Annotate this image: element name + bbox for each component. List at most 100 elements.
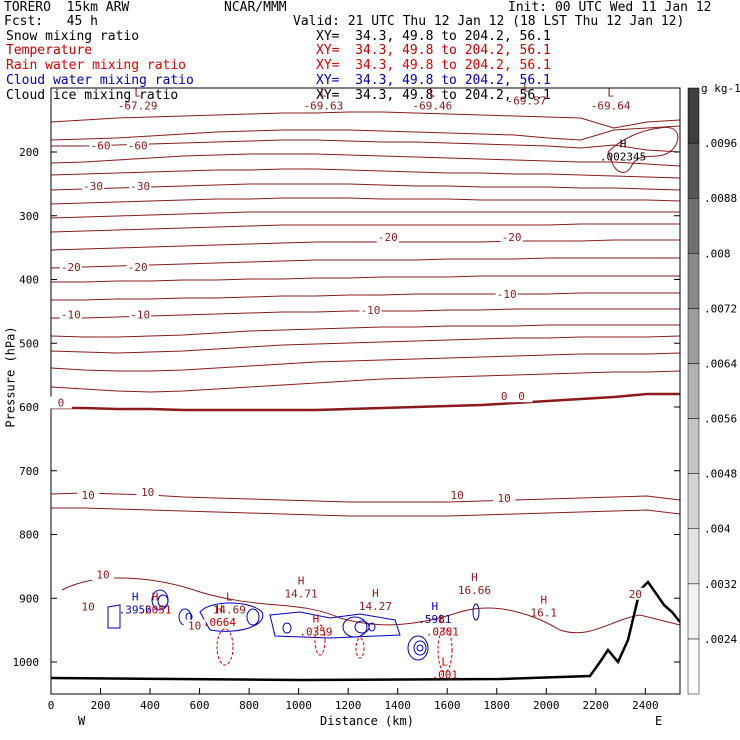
isotherm-label-bg — [129, 179, 152, 192]
isotherm-label-bg — [510, 390, 533, 403]
cloud-water-contour — [282, 622, 292, 634]
extremum-value: -69.64 — [591, 100, 631, 113]
isotherm-label-bg — [359, 304, 382, 317]
extremum-value: .0664 — [203, 616, 236, 629]
colorbar-segment — [687, 583, 700, 640]
isotherm-line — [50, 183, 681, 191]
isotherm-label-bg — [136, 485, 159, 498]
y-tick-label: 300 — [19, 210, 39, 223]
extremum-value: -69.63 — [304, 100, 344, 113]
legend-temperature-name: Temperature — [6, 43, 93, 58]
isotherm-label-bg — [493, 390, 516, 403]
x-tick-label: 0 — [48, 699, 55, 712]
extremum-value: .3956 — [119, 603, 152, 616]
extremum-marker: H — [132, 590, 139, 603]
isotherm-line — [50, 211, 680, 219]
isotherm-label: -20 — [128, 261, 148, 274]
isotherm-label: -10 — [61, 309, 81, 322]
cloud-water-contour — [157, 594, 169, 608]
isotherm-label-bg — [126, 139, 149, 152]
isotherm-label: 10 — [141, 486, 154, 499]
isotherm-label: 10 — [82, 489, 95, 502]
isotherm-label: 10 — [498, 492, 511, 505]
extremum-value: -69.46 — [412, 100, 452, 113]
extremum-value: -69.57 — [507, 95, 547, 108]
extremum-marker: H — [471, 571, 478, 584]
isotherm-label: 20 — [629, 588, 642, 601]
x-tick-label: 1200 — [335, 699, 362, 712]
cloud-water-contour — [246, 608, 260, 626]
extremum-value: .5981 — [418, 613, 451, 626]
isotherm-label: -20 — [502, 231, 522, 244]
terrain — [50, 580, 681, 682]
colorbar-segment — [687, 638, 700, 695]
terrain-line — [50, 580, 681, 682]
legend-cloudwater-xy: XY= 34.3, 49.8 to 204.2, 56.1 — [316, 73, 551, 88]
zero-isotherm-line — [51, 392, 680, 412]
contour-labels: -60 -60-30 -30-20 -20-20 -20-10 -10 -10-100 0 01… — [49, 139, 647, 633]
isotherm-label: 10 — [96, 569, 109, 582]
cloud-water-contour — [416, 644, 424, 652]
isotherm-label-bg — [129, 308, 152, 321]
x-tick-label: 200 — [91, 699, 111, 712]
forecast-hour: Fcst: 45 h — [4, 14, 98, 29]
extremum-marker: H — [372, 587, 379, 600]
legend-rain-name: Rain water mixing ratio — [6, 58, 187, 73]
valid-time: Valid: 21 UTC Thu 12 Jan 12 (18 LST Thu … — [293, 14, 685, 29]
legend-snow-xy: XY= 34.3, 49.8 to 204.2, 56.1 — [316, 29, 551, 44]
colorbar-segment — [687, 142, 700, 199]
colorbar-tick-label: .0096 — [704, 137, 737, 150]
cloud-water-contour — [413, 640, 427, 656]
init-time: Init: 00 UTC Wed 11 Jan 12 — [508, 0, 712, 15]
isotherm-label: 0 — [58, 397, 65, 410]
isotherm-line — [51, 275, 680, 283]
isotherm-line — [50, 324, 680, 338]
legend-snow-name: Snow mixing ratio — [6, 29, 140, 44]
legend-cloudice-name: Cloud ice mixing ratio — [6, 88, 179, 103]
isotherm-line — [50, 352, 681, 372]
isotherm-label-bg — [495, 288, 518, 301]
isotherm-line — [50, 370, 681, 393]
extremum-marker: L — [607, 87, 614, 100]
colorbar-tick-label: .0072 — [704, 302, 737, 315]
plot-border — [50, 87, 681, 695]
extremum-value: 14.69 — [213, 603, 246, 616]
extremum-value: .2051 — [138, 603, 171, 616]
colorbar-tick-label: .0024 — [704, 633, 737, 646]
cloud-water-contour — [407, 635, 429, 661]
isotherm-line — [50, 153, 681, 167]
y-tick-label: 900 — [19, 592, 39, 605]
colorbar-tick-label: .0064 — [704, 357, 737, 370]
isotherm-label: 0 — [518, 390, 525, 403]
isotherm-label-bg — [92, 568, 115, 581]
colorbar-segment — [687, 418, 700, 474]
isotherm-line — [51, 292, 680, 301]
isotherm-label: -10 — [361, 304, 381, 317]
extremum-marker: H — [432, 600, 439, 613]
colorbar: .0024 .0032 .004 .0048 .0056 .0064 .0072 .008 .0… — [687, 82, 740, 695]
isotherm-label-bg — [126, 260, 149, 273]
y-tick-label: 500 — [19, 337, 39, 350]
isotherm-label-bg — [376, 230, 399, 243]
isotherm-label: -60 — [91, 140, 111, 153]
isotherm-label-bg — [59, 260, 82, 273]
extremum-marker: L — [523, 82, 530, 95]
isotherm-label: 0 — [501, 390, 508, 403]
colorbar-segment — [687, 308, 700, 364]
y-axis-label: Pressure (hPa) — [3, 326, 18, 428]
x-axis-label: Distance (km) — [320, 714, 414, 728]
isotherm-label: -30 — [130, 180, 150, 193]
isotherm-line — [50, 257, 680, 269]
extremum-value: .0359 — [299, 626, 332, 639]
extremum-value: 16.66 — [458, 584, 491, 597]
y-tick-label: 600 — [19, 401, 39, 414]
east-label: E — [655, 714, 663, 728]
colorbar-unit: g kg-1 — [701, 82, 740, 95]
isotherm-label: -60 — [128, 140, 148, 153]
isotherm-line — [51, 139, 681, 153]
extremum-marker: L — [439, 613, 446, 626]
legend-rain-xy: XY= 34.3, 49.8 to 204.2, 56.1 — [316, 58, 551, 73]
y-tick-label: 700 — [19, 465, 39, 478]
isotherm-line — [50, 125, 681, 141]
